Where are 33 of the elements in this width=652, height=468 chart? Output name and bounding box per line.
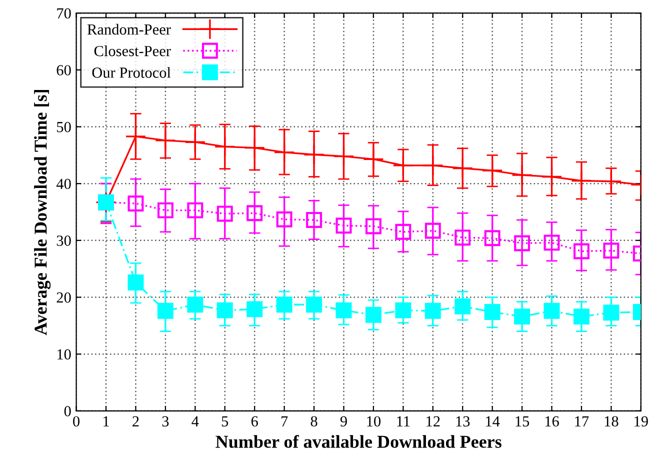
x-tick-label: 1 <box>104 416 109 426</box>
x-tick-label: 13 <box>456 416 470 427</box>
x-tick-label: 15 <box>516 416 530 427</box>
y-tick-label: 60 <box>56 65 71 76</box>
y-tick-label: 40 <box>56 178 71 190</box>
x-tick-label: 18 <box>604 416 618 427</box>
y-tick-label: 50 <box>57 122 71 132</box>
x-tick-label: 19 <box>634 416 648 427</box>
x-tick-label: 9 <box>340 416 347 427</box>
legend-label: Random-Peer <box>87 24 171 35</box>
legend-label: Closest-Peer <box>94 45 171 56</box>
y-tick-label: 10 <box>57 349 71 360</box>
x-tick-label: 12 <box>426 416 440 426</box>
x-tick-label: 8 <box>310 416 318 427</box>
x-tick-label: 6 <box>251 416 258 427</box>
x-axis-title: Number of available Download Peers <box>216 434 502 448</box>
x-tick-label: 17 <box>575 416 589 426</box>
x-tick-label: 14 <box>486 416 500 426</box>
y-tick-label: 20 <box>56 292 71 303</box>
x-tick-label: 16 <box>545 416 559 427</box>
x-tick-label: 2 <box>132 416 139 426</box>
x-tick-label: 0 <box>73 416 80 427</box>
y-tick-label: 0 <box>64 406 71 416</box>
x-tick-label: 5 <box>222 416 228 427</box>
x-tick-label: 11 <box>397 416 410 426</box>
x-tick-label: 7 <box>281 416 288 426</box>
x-tick-label: 10 <box>367 416 381 427</box>
x-tick-label: 3 <box>162 416 169 427</box>
x-tick-label: 4 <box>192 416 199 426</box>
legend-label: Our Protocol <box>92 67 171 78</box>
y-tick-label: 70 <box>57 8 71 19</box>
y-axis-title: Average File Download Time [s] <box>34 90 51 336</box>
y-tick-label: 30 <box>56 236 71 246</box>
